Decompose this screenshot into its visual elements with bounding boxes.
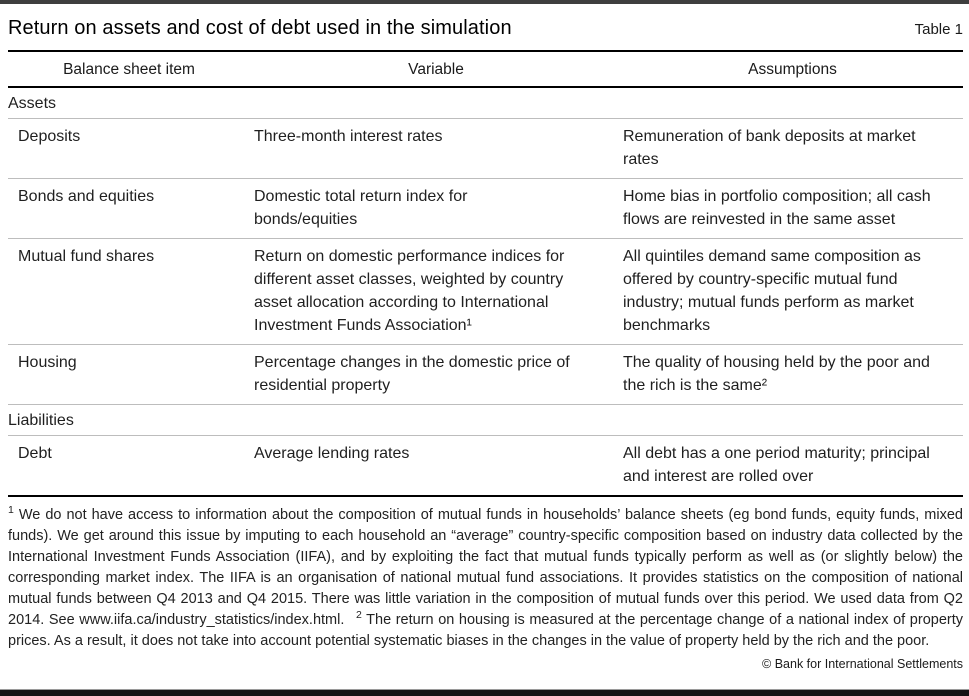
cell-assumptions: Remuneration of bank deposits at market … xyxy=(622,118,963,179)
copyright-notice: © Bank for International Settlements xyxy=(762,657,963,671)
cell-variable: Domestic total return index for bonds/eq… xyxy=(250,178,622,239)
table-number-label: Table 1 xyxy=(914,21,963,38)
footnote-marker: 1 xyxy=(8,504,14,517)
section-row-assets: Assets xyxy=(8,87,963,119)
cell-item: Bonds and equities xyxy=(8,178,250,239)
table-row: Debt Average lending rates All debt has a … xyxy=(8,435,963,496)
bottom-border-bar xyxy=(0,689,969,696)
table-row: Housing Percentage changes in the domesti… xyxy=(8,344,963,405)
table-row: Mutual fund shares Return on domestic per… xyxy=(8,238,963,345)
title-row: Return on assets and cost of debt used i… xyxy=(8,4,963,52)
table-content: Return on assets and cost of debt used i… xyxy=(0,4,969,671)
section-label: Liabilities xyxy=(8,404,963,436)
cell-assumptions: The quality of housing held by the poor … xyxy=(622,344,963,405)
cell-assumptions: All debt has a one period maturity; prin… xyxy=(622,435,963,496)
cell-variable: Three-month interest rates xyxy=(250,118,622,179)
cell-assumptions: All quintiles demand same composition as… xyxy=(622,238,963,345)
column-header-variable: Variable xyxy=(250,52,622,88)
table-header-row: Balance sheet item Variable Assumptions xyxy=(8,52,963,88)
cell-assumptions: Home bias in portfolio composition; all … xyxy=(622,178,963,239)
section-label: Assets xyxy=(8,95,57,112)
table-row: Bonds and equities Domestic total return … xyxy=(8,178,963,239)
column-header-balance-sheet-item: Balance sheet item xyxy=(8,52,250,88)
cell-variable: Return on domestic performance indices f… xyxy=(250,238,622,345)
table-row: Deposits Three-month interest rates Remune… xyxy=(8,118,963,179)
cell-item: Mutual fund shares xyxy=(8,238,250,345)
section-row-liabilities: Liabilities xyxy=(8,404,963,436)
footnotes-paragraph: 1 We do not have access to information a… xyxy=(8,504,963,649)
cell-variable: Average lending rates xyxy=(250,435,622,496)
cell-variable: Percentage changes in the domestic price… xyxy=(250,344,622,405)
top-border-bar xyxy=(0,0,969,4)
footnote-marker: 2 xyxy=(355,609,362,622)
cell-item: Deposits xyxy=(8,118,250,179)
simulation-table: Balance sheet item Variable Assumptions … xyxy=(8,52,963,497)
column-header-assumptions: Assumptions xyxy=(622,52,963,88)
page-title: Return on assets and cost of debt used i… xyxy=(8,17,512,39)
cell-item: Housing xyxy=(8,344,250,405)
cell-item: Debt xyxy=(8,435,250,496)
